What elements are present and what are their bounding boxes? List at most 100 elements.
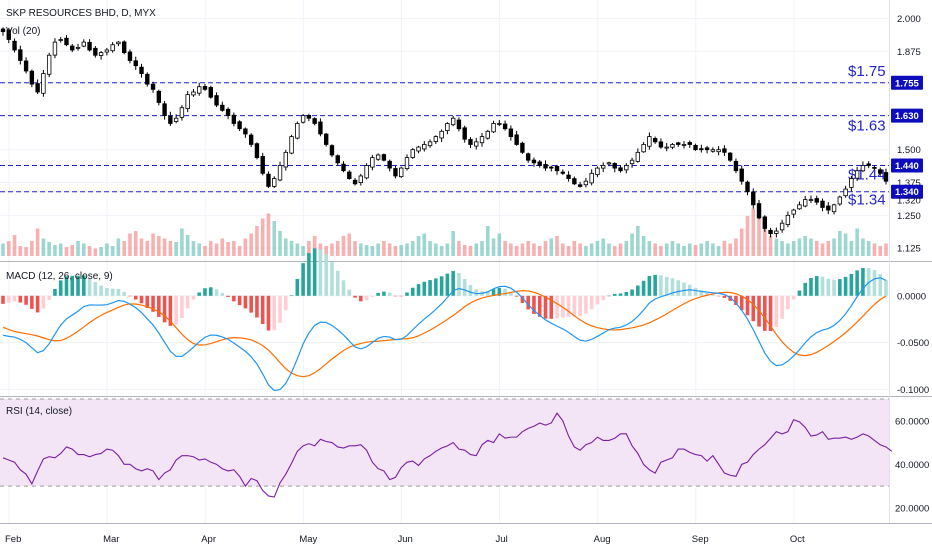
volume-bar (24, 247, 28, 256)
volume-bar (410, 241, 415, 256)
macd-histogram-bar (457, 273, 461, 296)
volume-bar (99, 247, 103, 256)
candle-body (266, 173, 271, 187)
candle-body (462, 127, 467, 140)
volume-bar (468, 246, 473, 256)
candle-body (543, 163, 548, 169)
candle-body (635, 151, 641, 162)
macd-histogram-bar (122, 292, 126, 296)
volume-bar (693, 245, 698, 256)
volume-bar (757, 218, 761, 256)
volume-bar (133, 231, 138, 256)
price-tick-label: 2.000 (897, 14, 921, 25)
candle-body (289, 136, 294, 154)
candle-body (785, 214, 791, 225)
candle-body (468, 139, 473, 145)
candle-body (837, 196, 843, 205)
level-tag-value: 1.440 (895, 161, 919, 172)
macd-histogram (1, 248, 888, 332)
volume-bar (312, 236, 317, 256)
candle-body (145, 73, 150, 85)
macd-histogram-bar (284, 295, 288, 311)
month-label: Oct (790, 534, 805, 545)
candle-body (150, 83, 156, 90)
macd-histogram-bar (537, 295, 542, 317)
volume-bar (6, 241, 11, 256)
volume-bar (797, 238, 802, 256)
rsi-tick-label: 60.0000 (895, 416, 929, 427)
volume-bar (434, 243, 438, 256)
volume-bar (849, 241, 854, 256)
volume-bar (41, 238, 46, 256)
macd-histogram-bar (595, 295, 600, 305)
volume-bar (139, 238, 144, 256)
month-label: May (299, 534, 317, 545)
candle-body (433, 136, 439, 142)
macd-histogram-bar (387, 292, 392, 296)
macd-histogram-bar (180, 295, 184, 318)
rsi-band-group (0, 398, 889, 487)
macd-histogram-bar (359, 295, 363, 302)
candle-body (531, 159, 537, 164)
macd-histogram-bar (676, 280, 681, 296)
macd-histogram-bar (780, 295, 784, 319)
volume-bar (647, 241, 652, 256)
candle-body (514, 134, 519, 145)
volume-bar (664, 243, 669, 256)
volume-bar (589, 243, 594, 256)
macd-histogram-bar (820, 276, 825, 296)
month-label: Jun (397, 534, 412, 545)
candle-body (254, 143, 260, 158)
macd-histogram-bar (330, 262, 334, 296)
candle-body (364, 165, 369, 179)
macd-histogram-bar (549, 295, 554, 319)
macd-histogram-bar (555, 295, 559, 319)
macd-histogram-bar (422, 281, 427, 296)
month-label: Feb (5, 534, 21, 545)
macd-histogram-bar (607, 295, 611, 297)
macd-histogram-bar (191, 295, 196, 300)
macd-tick-label: -0.0500 (897, 338, 929, 349)
candle-body (716, 149, 721, 153)
candle-body (450, 117, 456, 126)
macd-histogram-bar (809, 278, 813, 296)
candle-body (595, 167, 600, 176)
macd-histogram-bar (509, 291, 513, 296)
price-tick-label: 1.500 (897, 145, 921, 156)
candle-body (508, 128, 514, 137)
volume-bar (405, 243, 409, 256)
volume-bar (353, 241, 357, 256)
volume-bar (307, 241, 311, 256)
macd-histogram-bar (76, 275, 80, 296)
candle-body (225, 108, 231, 116)
month-label: Sep (692, 534, 709, 545)
macd-histogram-bar (768, 295, 773, 332)
candle-body (202, 86, 208, 90)
volume-bar (174, 242, 178, 256)
level-tag-value: 1.340 (895, 187, 919, 198)
macd-histogram-bar (301, 263, 305, 296)
candle-body (860, 165, 866, 172)
macd-histogram-bar (24, 295, 28, 305)
candle-body (854, 170, 860, 179)
macd-histogram-bar (503, 288, 507, 296)
macd-axis: 0.0000 -0.0500 -0.1000 (897, 291, 929, 396)
macd-histogram-bar (353, 295, 357, 298)
candle-body (583, 180, 589, 186)
volume-bar (739, 228, 744, 256)
macd-histogram-bar (99, 285, 103, 296)
volume-bar (595, 241, 600, 256)
level-tag-value: 1.630 (895, 111, 919, 122)
volume-bar (878, 246, 883, 256)
candle-body (41, 73, 46, 94)
candle-body (745, 181, 750, 193)
macd-histogram-bar (232, 295, 236, 302)
macd-histogram-bar (693, 287, 698, 296)
month-label: Mar (103, 534, 119, 545)
candle-body (722, 148, 727, 153)
macd-histogram-bar (18, 295, 23, 303)
macd-histogram-bar (162, 295, 167, 323)
volume-bar (70, 245, 75, 256)
volume-bar (861, 238, 865, 256)
volume-bar (572, 241, 577, 256)
